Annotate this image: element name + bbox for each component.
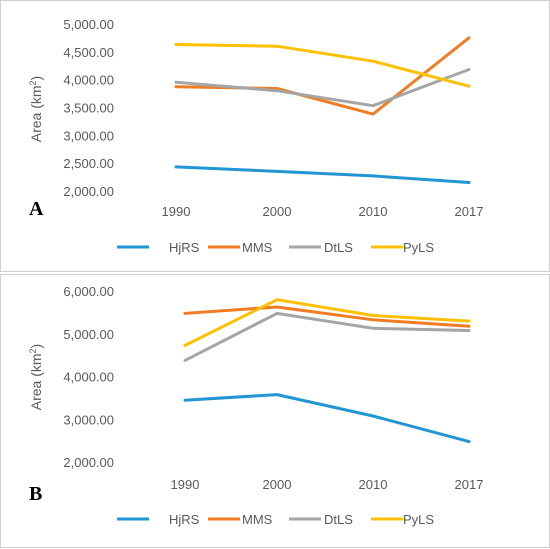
chart-b-x-tick-label: 2010 [359,477,388,492]
series-line-hjrs [174,165,471,184]
chart-a-x-tick-label: 2010 [359,204,388,219]
legend-label-hjrs: HjRS [169,512,200,527]
chart-b-y-tick-label: 6,000.00 [63,284,114,299]
chart-b-x-tick-label: 1990 [171,477,200,492]
panel-label-a: A [29,198,44,220]
chart-panel-b: 2,000.00 3,000.00 4,000.00 5,000.00 6,000.00… [0,274,550,548]
series-line-pyls [174,43,471,88]
chart-b-y-tick-label: 4,000.00 [63,370,114,385]
legend-label-pyls: PyLS [403,240,434,255]
chart-a-x-tick-label: 1990 [162,204,191,219]
legend-label-dtls: DtLS [324,512,353,527]
chart-a-y-tick-label: 2,500.00 [63,156,114,171]
series-line-mms [183,305,471,328]
chart-b-y-tick-label: 5,000.00 [63,327,114,342]
series-line-dtls [183,311,471,362]
chart-b-x-tick-label: 2017 [455,477,484,492]
chart-a-y-tick-label: 5,000.00 [63,17,114,32]
chart-a-y-tick-label: 3,000.00 [63,128,114,143]
panel-label-b: B [29,483,42,505]
chart-a-x-tick-label: 2017 [455,204,484,219]
chart-b-x-tick-label: 2000 [263,477,292,492]
chart-b-y-axis-label: Area (km2) [28,344,44,410]
chart-a-x-tick-label: 2000 [263,204,292,219]
legend-label-mms: MMS [242,512,273,527]
line-chart-b: 2,000.00 3,000.00 4,000.00 5,000.00 6,000.00… [28,284,484,527]
chart-b-y-tick-label: 2,000.00 [63,455,114,470]
chart-a-y-tick-label: 2,000.00 [63,184,114,199]
legend-label-hjrs: HjRS [169,240,200,255]
chart-b-y-tick-label: 3,000.00 [63,412,114,427]
series-line-pyls [183,298,471,347]
series-line-hjrs [183,393,471,444]
chart-a-y-tick-label: 3,500.00 [63,101,114,116]
series-line-dtls [174,68,471,108]
chart-a-y-tick-label: 4,000.00 [63,73,114,88]
legend-label-mms: MMS [242,240,273,255]
line-chart-a: 2,000.00 2,500.00 3,000.00 3,500.00 4,000.00… [28,17,484,255]
legend-label-dtls: DtLS [324,240,353,255]
legend-label-pyls: PyLS [403,512,434,527]
chart-a-y-tick-label: 4,500.00 [63,45,114,60]
chart-panel-a: 2,000.00 2,500.00 3,000.00 3,500.00 4,000.00… [0,0,550,272]
chart-a-y-axis-label: Area (km2) [28,76,44,142]
